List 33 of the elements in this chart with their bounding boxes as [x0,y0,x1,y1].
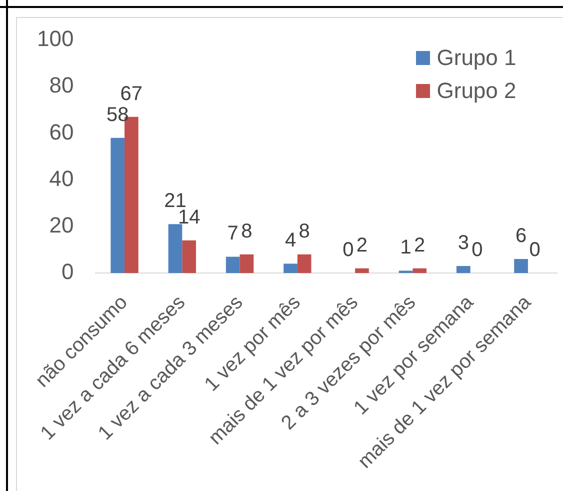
y-tick-label: 100 [36,26,74,52]
data-label: 0 [529,239,540,261]
data-label: 2 [414,234,426,256]
data-label: 67 [120,82,143,105]
y-tick-label: 80 [49,72,74,98]
y-tick-label: 40 [49,166,74,191]
y-tick-label: 60 [49,119,74,144]
bar [297,254,312,273]
bar [240,254,254,273]
y-tick-label: 0 [61,259,74,284]
bar [110,138,125,273]
bar [355,268,369,273]
data-label: 3 [458,232,469,254]
legend-label: Grupo 1 [436,44,516,70]
data-label: 8 [241,220,252,242]
bar [182,240,196,273]
data-label: 8 [298,220,310,242]
bar [168,224,182,273]
data-label: 0 [342,239,354,261]
bar [412,268,427,273]
bar [456,266,470,273]
data-label: 2 [356,234,368,256]
bar [514,259,528,273]
data-label: 6 [515,225,527,248]
bar [226,256,240,273]
bar [284,264,298,273]
data-label: 1 [400,236,412,259]
data-label: 4 [284,230,296,252]
y-tick-label: 20 [49,212,74,238]
legend-label: Grupo 2 [436,78,516,104]
data-label: 58 [106,104,129,126]
data-label: 7 [227,222,238,245]
data-label: 0 [472,239,483,261]
